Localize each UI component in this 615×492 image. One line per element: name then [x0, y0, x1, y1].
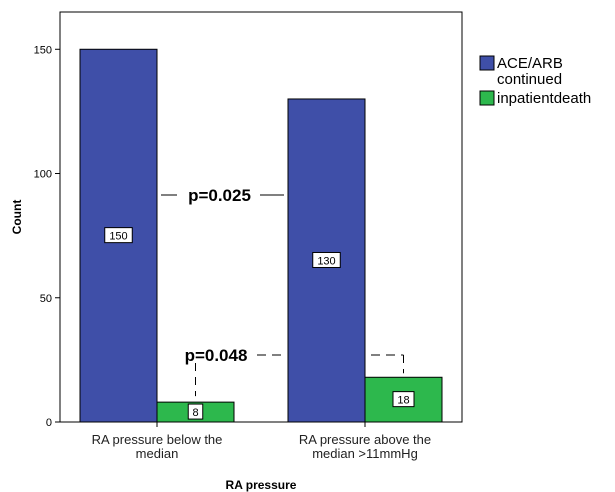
- data-label-box: [104, 227, 133, 244]
- data-label: 18: [397, 395, 409, 407]
- data-label-box: [187, 403, 204, 420]
- legend-swatch: [479, 55, 495, 71]
- data-label: 150: [109, 231, 127, 243]
- bars: 150 130 8 18: [79, 48, 443, 423]
- bar-s1-1: [364, 376, 443, 423]
- y-tick-label: 100: [34, 169, 52, 181]
- legend-label: ACE/ARB continued: [497, 55, 563, 88]
- x-tick-label: RA pressure above the median >11mmHg: [299, 432, 431, 461]
- legend-label: inpatientdeath: [497, 90, 591, 107]
- y-tick-label: 0: [46, 417, 52, 429]
- y-axis-title: Count: [10, 200, 24, 235]
- data-label-box: [392, 391, 415, 408]
- data-label: 8: [192, 407, 198, 419]
- x-tick-label: RA pressure below the median: [92, 432, 223, 461]
- data-label: 130: [317, 255, 335, 267]
- data-label-box: [312, 251, 341, 268]
- legend: ACE/ARB continued inpatientdeath: [479, 55, 591, 107]
- annotations: p=0.025 p=0.048: [161, 186, 404, 397]
- y-axis: 0 50 100 150: [34, 44, 60, 429]
- y-tick-label: 50: [40, 293, 52, 305]
- p-value-annotation: p=0.048: [185, 346, 248, 365]
- y-tick-label: 150: [34, 44, 52, 56]
- p-value-annotation: p=0.025: [188, 186, 251, 205]
- x-axis-title: RA pressure: [226, 478, 297, 492]
- legend-swatch: [479, 90, 495, 106]
- x-axis: RA pressure below the median RA pressure a…: [92, 422, 431, 461]
